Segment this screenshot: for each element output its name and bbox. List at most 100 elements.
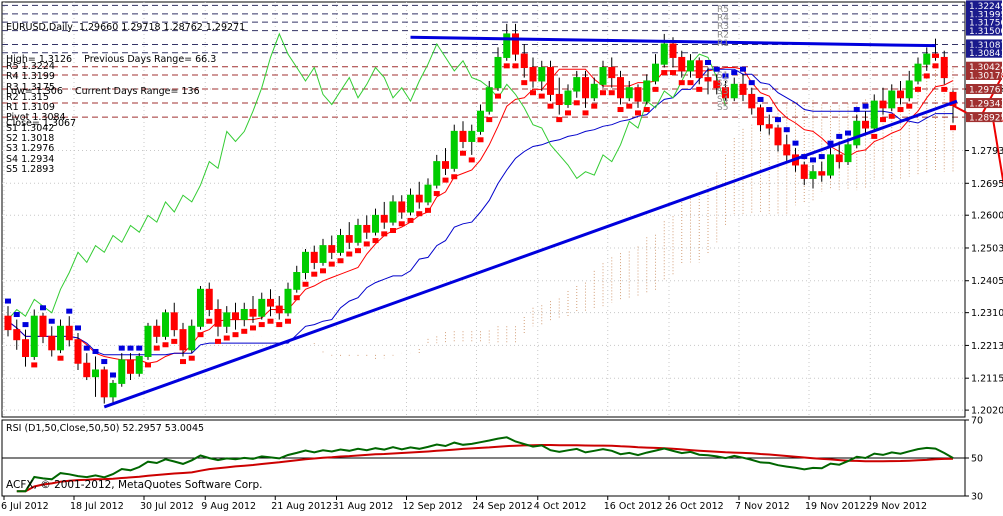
psar-marker (57, 355, 64, 361)
candle-body (905, 80, 913, 99)
psar-marker (22, 322, 29, 328)
psar-marker (355, 248, 361, 254)
psar-marker (862, 103, 869, 109)
candle-body (162, 312, 169, 337)
candle-body (442, 161, 449, 169)
psar-marker (696, 86, 703, 92)
candle-body (660, 43, 668, 65)
x-tick-label: 24 Sep 2012 (473, 501, 533, 512)
psar-marker (670, 70, 676, 76)
price-label-text: 1.29761 (969, 85, 1003, 95)
x-tick-label: 6 Jul 2012 (1, 501, 49, 512)
psar-marker (521, 80, 528, 86)
psar-marker (241, 328, 248, 334)
price-label-text: 1.32249 (969, 2, 1003, 12)
psar-marker (258, 322, 265, 328)
psar-marker (267, 318, 274, 324)
psar-marker (293, 295, 300, 301)
psar-marker (932, 63, 939, 69)
psar-marker (941, 86, 948, 92)
low-range-line: Low= 1.306 Current Days Range= 136 (6, 85, 245, 98)
psar-marker (871, 133, 878, 139)
psar-marker (538, 93, 545, 99)
psar-marker (757, 96, 764, 102)
psar-marker (451, 174, 458, 180)
candle-body (818, 171, 826, 176)
low-value: Low= 1.306 (6, 85, 63, 97)
psar-marker (853, 107, 860, 113)
price-label-text: 1.28925 (969, 114, 1003, 124)
candle-body (223, 312, 231, 327)
psar-marker (600, 90, 606, 96)
psar-marker (810, 157, 816, 163)
candle-body (739, 83, 747, 95)
psar-marker (748, 80, 755, 86)
x-tick-label: 7 Nov 2012 (735, 501, 790, 512)
psar-marker (556, 117, 563, 123)
candle-body (625, 87, 633, 99)
x-tick-label: 31 Aug 2012 (333, 501, 394, 512)
psar-marker (433, 191, 440, 197)
candle-body (547, 67, 554, 95)
psar-marker (162, 342, 169, 348)
psar-marker (468, 157, 475, 163)
candle-body (240, 308, 248, 321)
candle-body (232, 312, 239, 321)
candle-body (284, 288, 292, 314)
candle-body (153, 325, 161, 337)
psar-marker (302, 281, 309, 287)
psar-marker (731, 70, 738, 76)
candle-body (450, 130, 458, 169)
candle-body (853, 120, 861, 146)
psar-marker (626, 103, 633, 109)
candle-body (678, 56, 686, 72)
candle-body (372, 214, 379, 233)
candle-body (197, 288, 204, 327)
psar-marker (652, 86, 659, 92)
psar-marker (687, 80, 694, 86)
candle-body (564, 90, 572, 105)
price-label-text: 1.31087 (969, 41, 1003, 51)
candle-body (328, 245, 336, 253)
rsi-level-label: 70 (971, 416, 983, 427)
psar-marker (320, 268, 326, 274)
candles (4, 23, 957, 404)
candle-body (888, 90, 896, 109)
psar-marker (713, 66, 720, 72)
psar-marker (188, 355, 195, 361)
candle-body (827, 154, 834, 176)
candle-body (380, 214, 388, 223)
pivot-list: R5 1.3224 R4 1.3199 R3 1.3175 R2 1.315 R1 1.… (6, 61, 66, 175)
candle-body (267, 298, 274, 307)
chart-level-label-upper: R2 (717, 31, 729, 41)
trendlines (103, 35, 958, 409)
chart-level-label-upper: R1 (717, 39, 729, 49)
candle-body (940, 56, 948, 79)
x-tick-label: 30 Jul 2012 (140, 501, 194, 512)
price-label-text: 1.30178 (969, 71, 1003, 81)
price-label-box (966, 69, 1002, 80)
price-label-box (966, 0, 1002, 11)
candle-body (608, 67, 616, 79)
psar-marker (547, 103, 554, 109)
pivot-level-label: R2 1.315 (6, 91, 49, 103)
psar-marker (372, 238, 379, 244)
candle-body (879, 100, 887, 109)
candle-body (529, 67, 537, 82)
candle-body (477, 110, 484, 132)
candle-body (144, 325, 152, 358)
psar-marker (460, 150, 466, 156)
x-tick-label: 4 Oct 2012 (534, 501, 587, 512)
psar-marker (897, 107, 904, 113)
psar-marker (363, 241, 370, 247)
candle-body (494, 56, 502, 89)
candle-body (310, 251, 318, 263)
chart-level-label-upper: R4 (717, 14, 729, 24)
psar-marker (722, 73, 729, 79)
price-label-text: 1.31750 (969, 19, 1003, 29)
psar-marker (40, 305, 46, 311)
candle-body (135, 356, 143, 374)
candle-body (835, 154, 843, 163)
psar-marker (328, 261, 335, 267)
